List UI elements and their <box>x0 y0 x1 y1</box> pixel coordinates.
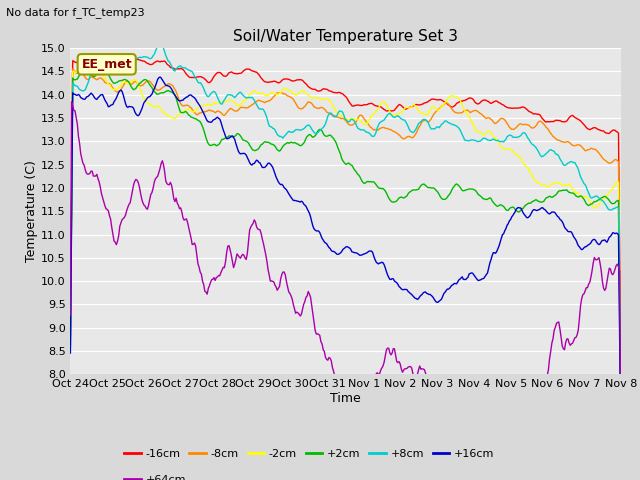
-8cm <box>568 142 575 147</box>
Line: +2cm: +2cm <box>70 69 621 419</box>
+8cm <box>376 120 383 126</box>
-2cm <box>85 68 93 73</box>
+16cm <box>239 151 246 156</box>
Line: -16cm: -16cm <box>70 59 621 379</box>
-8cm <box>472 108 480 113</box>
+64cm <box>67 312 74 318</box>
+64cm <box>402 366 410 372</box>
+64cm <box>569 340 577 346</box>
-16cm <box>568 113 575 119</box>
-2cm <box>472 128 480 133</box>
+16cm <box>472 275 480 281</box>
+8cm <box>156 39 164 45</box>
-8cm <box>69 66 77 72</box>
+2cm <box>300 140 307 146</box>
-2cm <box>300 88 307 94</box>
+2cm <box>568 190 575 196</box>
-8cm <box>300 104 307 110</box>
+16cm <box>568 229 575 235</box>
+64cm <box>617 430 625 435</box>
+8cm <box>239 92 246 98</box>
-16cm <box>67 332 74 338</box>
+2cm <box>67 342 74 348</box>
-8cm <box>376 126 383 132</box>
Text: No data for f_TC_temp23: No data for f_TC_temp23 <box>6 7 145 18</box>
+8cm <box>67 345 74 351</box>
+2cm <box>376 186 383 192</box>
-16cm <box>110 56 118 62</box>
-16cm <box>376 104 383 109</box>
+8cm <box>617 421 625 427</box>
-8cm <box>239 105 246 110</box>
Text: EE_met: EE_met <box>81 58 132 71</box>
+8cm <box>402 119 410 125</box>
+16cm <box>617 438 625 444</box>
Line: +64cm: +64cm <box>70 102 621 448</box>
+64cm <box>68 99 76 105</box>
Line: +8cm: +8cm <box>70 42 621 424</box>
Y-axis label: Temperature (C): Temperature (C) <box>25 160 38 262</box>
+16cm <box>156 74 164 80</box>
+16cm <box>300 201 307 207</box>
+64cm <box>452 445 460 451</box>
-2cm <box>376 104 383 109</box>
-16cm <box>239 69 246 74</box>
+2cm <box>239 137 246 143</box>
-8cm <box>617 394 625 400</box>
Title: Soil/Water Temperature Set 3: Soil/Water Temperature Set 3 <box>233 29 458 44</box>
+64cm <box>376 372 383 377</box>
-8cm <box>67 336 74 342</box>
-8cm <box>402 135 410 141</box>
-2cm <box>568 184 575 190</box>
Line: +16cm: +16cm <box>70 77 621 441</box>
-16cm <box>617 376 625 382</box>
+2cm <box>472 188 480 194</box>
+16cm <box>402 287 410 292</box>
+2cm <box>617 416 625 422</box>
+64cm <box>300 301 307 307</box>
X-axis label: Time: Time <box>330 392 361 405</box>
-2cm <box>617 406 625 412</box>
-2cm <box>67 339 74 345</box>
Line: -2cm: -2cm <box>70 71 621 409</box>
Line: -8cm: -8cm <box>70 69 621 397</box>
+16cm <box>376 260 383 266</box>
-16cm <box>402 106 410 112</box>
-16cm <box>300 79 307 84</box>
-2cm <box>239 99 246 105</box>
+8cm <box>472 138 480 144</box>
-2cm <box>402 105 410 110</box>
+8cm <box>300 126 307 132</box>
+2cm <box>402 193 410 199</box>
Legend: +64cm: +64cm <box>120 471 191 480</box>
+16cm <box>67 350 74 356</box>
+2cm <box>99 66 106 72</box>
+64cm <box>474 410 481 416</box>
+8cm <box>568 159 575 165</box>
+64cm <box>239 252 246 257</box>
-16cm <box>472 100 480 106</box>
